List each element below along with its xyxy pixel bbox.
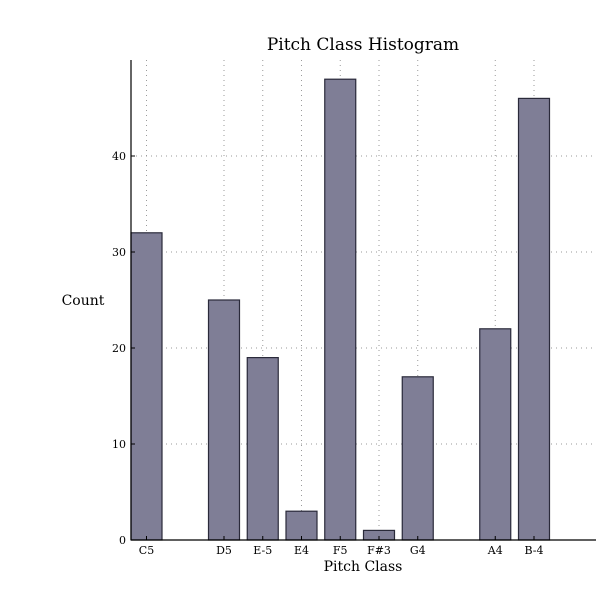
x-tick-labels: C5 D5 E-5 E4 F5 F#3 G4 A4 B-4 xyxy=(139,536,544,557)
bar-D5 xyxy=(207,299,241,541)
bar-A4 xyxy=(479,328,512,541)
bar-E4 xyxy=(285,510,318,541)
y-axis-label: Count xyxy=(62,293,105,309)
bar-C5 xyxy=(130,232,163,541)
x-axis-label: Pitch Class xyxy=(324,559,403,575)
x-tick-label-E4: E4 xyxy=(294,544,309,557)
bar-B-4 xyxy=(517,97,551,541)
chart-title: Pitch Class Histogram xyxy=(267,35,459,55)
x-tick-label-A4: A4 xyxy=(487,544,503,557)
bar-F5 xyxy=(324,78,357,541)
x-tick-label-F#3: F#3 xyxy=(367,544,391,557)
y-tick-label-40: 40 xyxy=(112,150,126,163)
bar-G4 xyxy=(401,376,434,541)
x-tick-label-B-4: B-4 xyxy=(524,544,543,557)
x-tick-label-G4: G4 xyxy=(410,544,426,557)
x-tick-label-C5: C5 xyxy=(139,544,154,557)
x-tick-label-E-5: E-5 xyxy=(253,544,272,557)
bar-E-5 xyxy=(246,357,279,541)
y-tick-label-30: 30 xyxy=(112,246,126,259)
x-tick-label-F5: F5 xyxy=(333,544,348,557)
y-tick-labels: 0 10 20 30 40 xyxy=(112,150,135,547)
y-tick-label-0: 0 xyxy=(119,534,126,547)
axes xyxy=(130,60,596,541)
x-tick-label-D5: D5 xyxy=(216,544,232,557)
y-tick-label-20: 20 xyxy=(112,342,126,355)
bars xyxy=(130,78,551,541)
y-tick-label-10: 10 xyxy=(112,438,126,451)
